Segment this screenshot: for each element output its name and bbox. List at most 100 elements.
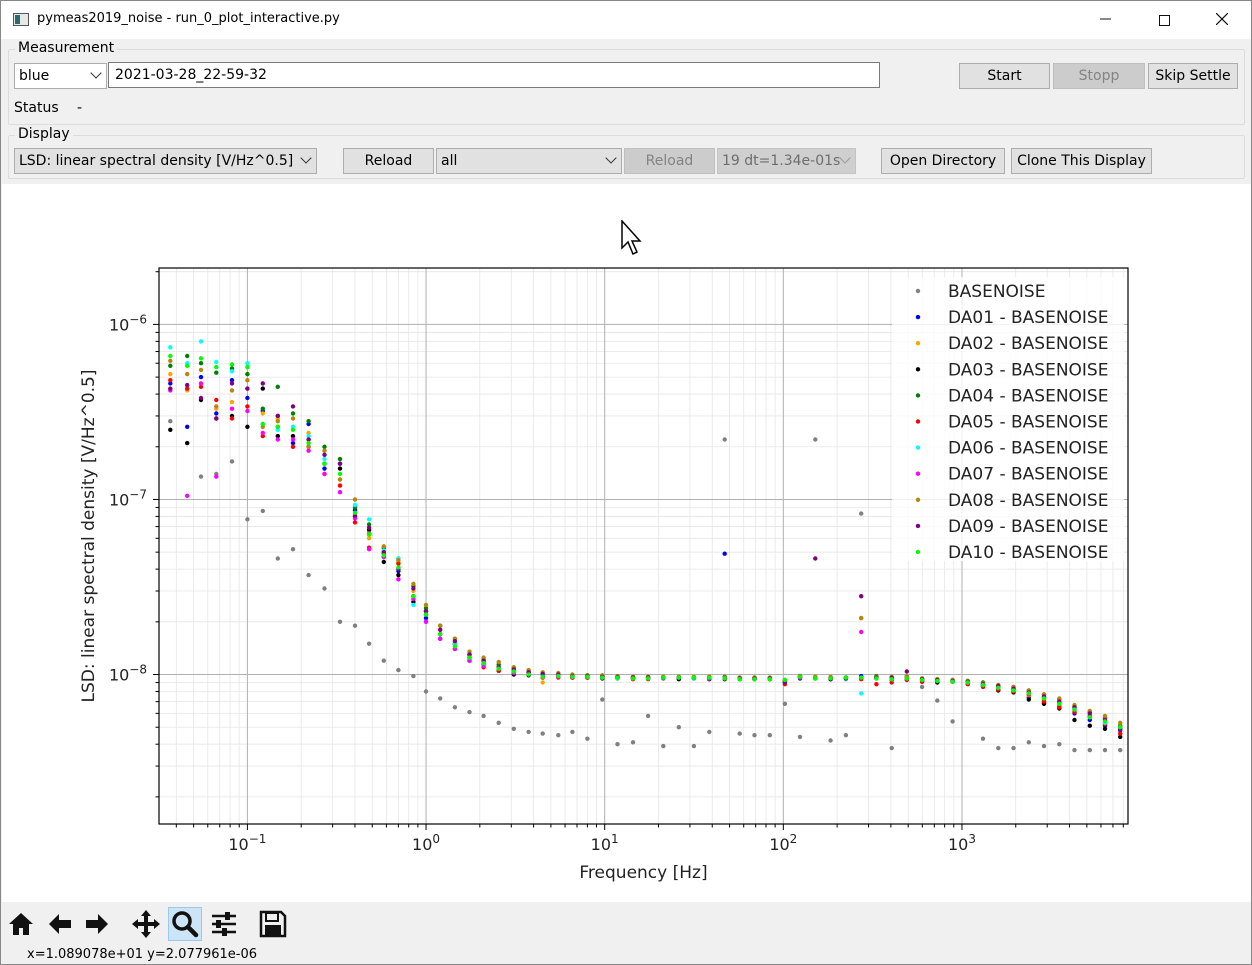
data-point [275,424,280,429]
data-point [707,729,712,735]
data-point [352,520,358,525]
data-point [198,474,204,479]
data-point [322,466,327,471]
data-point [645,676,651,681]
data-point [290,427,296,432]
data-point [322,444,327,449]
x-tick-label: 100 [412,832,440,854]
data-point [1011,688,1016,693]
skip-settle-button[interactable]: Skip Settle [1148,63,1238,89]
maximize-button[interactable] [1135,1,1193,39]
data-point [275,419,280,424]
data-point [198,367,204,373]
lsd-chart[interactable]: 10−1 100 101 102 103 10−8 10−7 10−6 Frequency [H… [2,184,1252,902]
axes-frame [158,267,1129,825]
data-point [1057,705,1062,710]
data-point [1102,719,1108,724]
data-point [381,559,386,565]
save-button[interactable] [256,907,290,941]
data-point [168,358,173,363]
zoom-button[interactable] [168,907,202,941]
legend-marker [915,367,921,372]
data-point [337,456,343,462]
data-point [752,733,757,738]
pan-button[interactable] [129,907,163,941]
legend-marker [915,523,921,529]
legend-label: DA10 - BASENOISE [948,543,1108,563]
data-point [585,674,590,679]
data-point [337,477,343,482]
data-point [828,676,833,681]
data-point [423,605,429,611]
data-point [1072,717,1077,723]
data-point [1118,731,1123,736]
data-point [214,370,219,375]
forward-button[interactable] [80,907,114,941]
data-point [423,689,429,694]
data-point [1057,696,1062,701]
data-point [322,448,327,453]
data-point [919,677,925,683]
legend-label: BASENOISE [948,282,1045,302]
data-point [245,424,250,429]
title-bar[interactable]: pymeas2019_noise - run_0_plot_interactiv… [1,1,1251,39]
data-point [381,544,386,549]
minimize-button[interactable] [1077,1,1135,39]
data-point [337,466,343,471]
data-point [366,547,372,552]
data-point [1011,745,1016,751]
start-button[interactable]: Start [959,63,1050,89]
data-point [352,502,358,508]
data-point [722,437,727,442]
data-point [935,698,940,703]
data-point [260,406,265,411]
legend: BASENOISE DA01 - BASENOISE DA02 - BASENOIS… [892,277,1124,563]
legend-marker [915,314,921,320]
data-point [540,680,545,685]
data-point [630,740,636,745]
legend-marker [915,393,921,398]
back-button[interactable] [43,907,77,941]
data-point [381,550,386,555]
data-point [275,413,280,419]
data-point [337,619,343,624]
data-point [396,667,401,673]
data-point [185,424,190,429]
reload-button[interactable]: Reload [343,148,434,174]
data-point [438,627,443,632]
data-point [168,386,173,391]
color-select[interactable]: blue [14,63,107,89]
data-point [511,669,516,674]
home-button[interactable] [4,907,38,941]
open-directory-button[interactable]: Open Directory [881,148,1005,174]
data-point [290,440,296,446]
display-mode-select[interactable]: LSD: linear spectral density [V/Hz^0.5] [14,148,317,174]
reload-button-2[interactable]: Reload [624,148,715,174]
chevron-down-icon [839,152,851,164]
data-point [707,675,712,680]
data-point [797,674,803,679]
data-point [366,517,372,522]
dt-select-value: 19 dt=1.34e-01s [722,153,841,169]
data-point [526,729,531,735]
legend-label: DA08 - BASENOISE [948,491,1108,511]
configure-subplots-button[interactable] [207,907,241,941]
data-point [1026,691,1032,696]
tick-labels: 10−1 100 101 102 103 10−8 10−7 10−6 [109,312,976,854]
data-point [1087,711,1093,716]
directory-input[interactable]: 2021-03-28_22-59-32 [108,62,880,88]
filter-select[interactable]: all [436,148,622,174]
data-points [168,339,1123,753]
data-point [423,619,429,624]
close-button[interactable] [1193,1,1251,39]
clone-display-button[interactable]: Clone This Display [1011,148,1152,174]
data-point [467,658,472,663]
data-point [423,615,429,621]
dt-select[interactable]: 19 dt=1.34e-01s [717,148,856,174]
stopp-button[interactable]: Stopp [1053,63,1145,89]
data-point [481,713,486,719]
data-point [661,743,666,749]
data-point [1072,747,1077,753]
plot-canvas[interactable]: 10−1 100 101 102 103 10−8 10−7 10−6 Frequency [H… [2,184,1252,902]
data-point [229,378,235,383]
